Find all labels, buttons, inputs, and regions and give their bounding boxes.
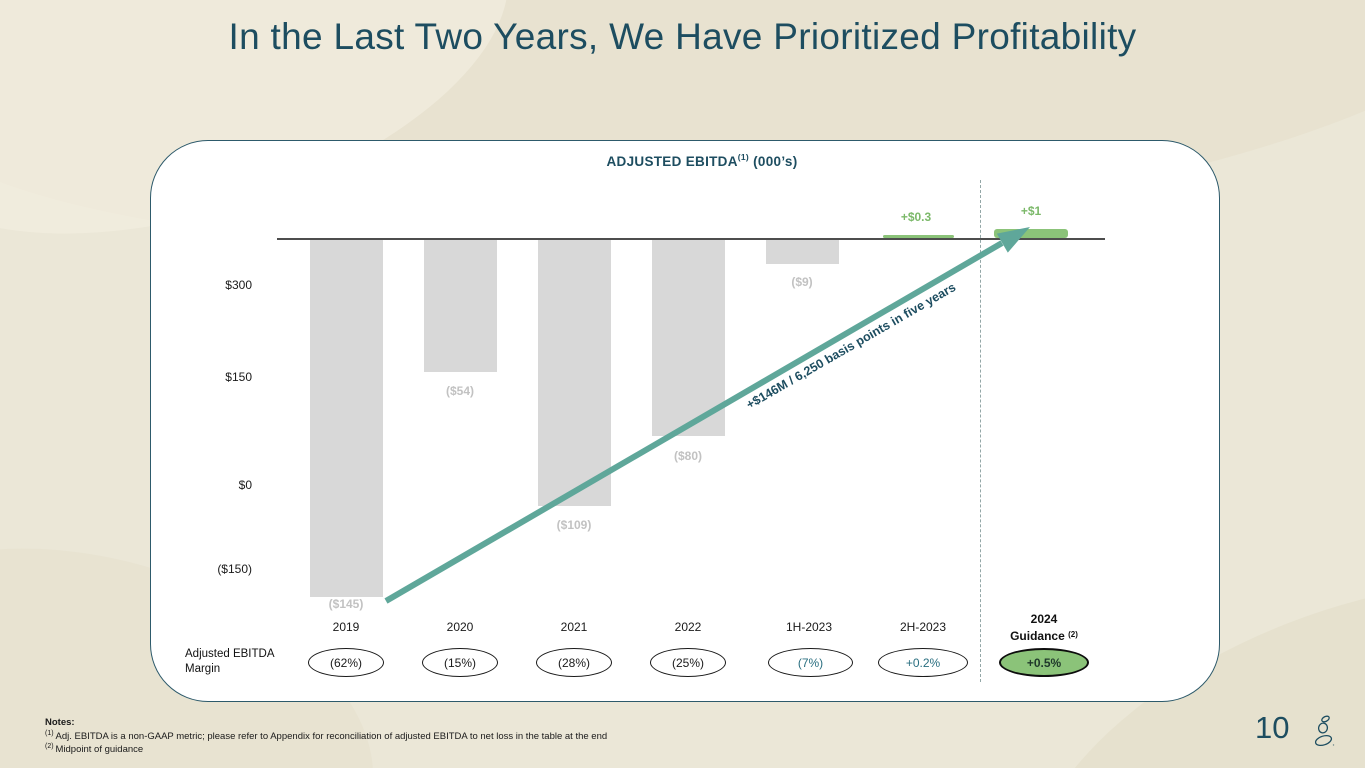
chart-title-units: (000’s) [749, 154, 798, 169]
x-label-2021: 2021 [560, 620, 588, 634]
guidance-divider-dashed-line [980, 180, 981, 682]
x-label-2020: 2020 [446, 620, 474, 634]
bar-2024-guidance [994, 229, 1068, 238]
bar-value-2022: ($80) [673, 449, 702, 463]
bar-value-2021: ($109) [556, 518, 592, 532]
footnote-1: (1) Adj. EBITDA is a non-GAAP metric; pl… [45, 729, 607, 743]
chart-title-footnote-sup: (1) [737, 152, 750, 162]
margin-row-label-line2: Margin [185, 663, 221, 675]
slide-title: In the Last Two Years, We Have Prioritiz… [228, 16, 1137, 57]
margin-oval-2022: (25%) [650, 648, 726, 677]
x-label-2h-2023: 2H-2023 [899, 620, 947, 634]
bar-2022 [652, 240, 725, 436]
y-tick-0: $0 [238, 478, 252, 492]
bar-2h-2023 [883, 235, 954, 238]
footnote-2-text: Midpoint of guidance [55, 744, 144, 756]
stacked-leaves-logo-icon [1314, 715, 1335, 747]
bar-value-2020: ($54) [445, 384, 474, 398]
bar-value-2019: ($145) [328, 597, 364, 611]
guidance-footnote-sup: (2) [1068, 630, 1078, 639]
x-label-2022: 2022 [674, 620, 702, 634]
margin-row-label-line1: Adjusted EBITDA [185, 648, 275, 660]
guidance-word: Guidance [1010, 629, 1069, 643]
margin-oval-2019: (62%) [308, 648, 384, 677]
margin-oval-2020: (15%) [422, 648, 498, 677]
bar-value-1h-2023: ($9) [791, 275, 813, 289]
bar-2021 [538, 240, 611, 506]
bar-value-2024: +$1 [1020, 204, 1042, 218]
footnotes: Notes: (1) Adj. EBITDA is a non-GAAP met… [45, 717, 607, 756]
margin-oval-1h-2023: (7%) [768, 648, 853, 677]
chart-title-main: ADJUSTED EBITDA [606, 154, 738, 169]
footnotes-heading: Notes: [45, 717, 75, 728]
margin-oval-2024-guidance: +0.5% [999, 648, 1089, 677]
footnote-1-text: Adj. EBITDA is a non-GAAP metric; please… [55, 730, 608, 742]
margin-row-label: Adjusted EBITDA Margin [185, 647, 274, 677]
x-label-1h-2023: 1H-2023 [785, 620, 833, 634]
y-tick-neg150: ($150) [217, 562, 252, 576]
y-tick-150: $150 [225, 370, 252, 384]
x-label-2019: 2019 [332, 620, 360, 634]
bar-2020 [424, 240, 497, 372]
chart-title: ADJUSTED EBITDA(1) (000’s) [150, 152, 1218, 169]
y-tick-300: $300 [225, 278, 252, 292]
margin-oval-2h-2023: +0.2% [878, 648, 968, 677]
page-number: 10 [1255, 710, 1290, 745]
guidance-year: 2024 [1030, 612, 1058, 626]
x-label-2024-guidance: 2024 Guidance (2) [995, 612, 1093, 644]
footnote-2-sup: (2) [45, 743, 56, 751]
bar-2019 [310, 240, 383, 597]
footnote-1-sup: (1) [45, 729, 56, 737]
margin-oval-2021: (28%) [536, 648, 612, 677]
footnote-2: (2) Midpoint of guidance [45, 742, 607, 756]
zero-axis-line [277, 238, 1105, 240]
bar-value-2h-2023: +$0.3 [900, 210, 932, 224]
bar-1h-2023 [766, 240, 839, 264]
